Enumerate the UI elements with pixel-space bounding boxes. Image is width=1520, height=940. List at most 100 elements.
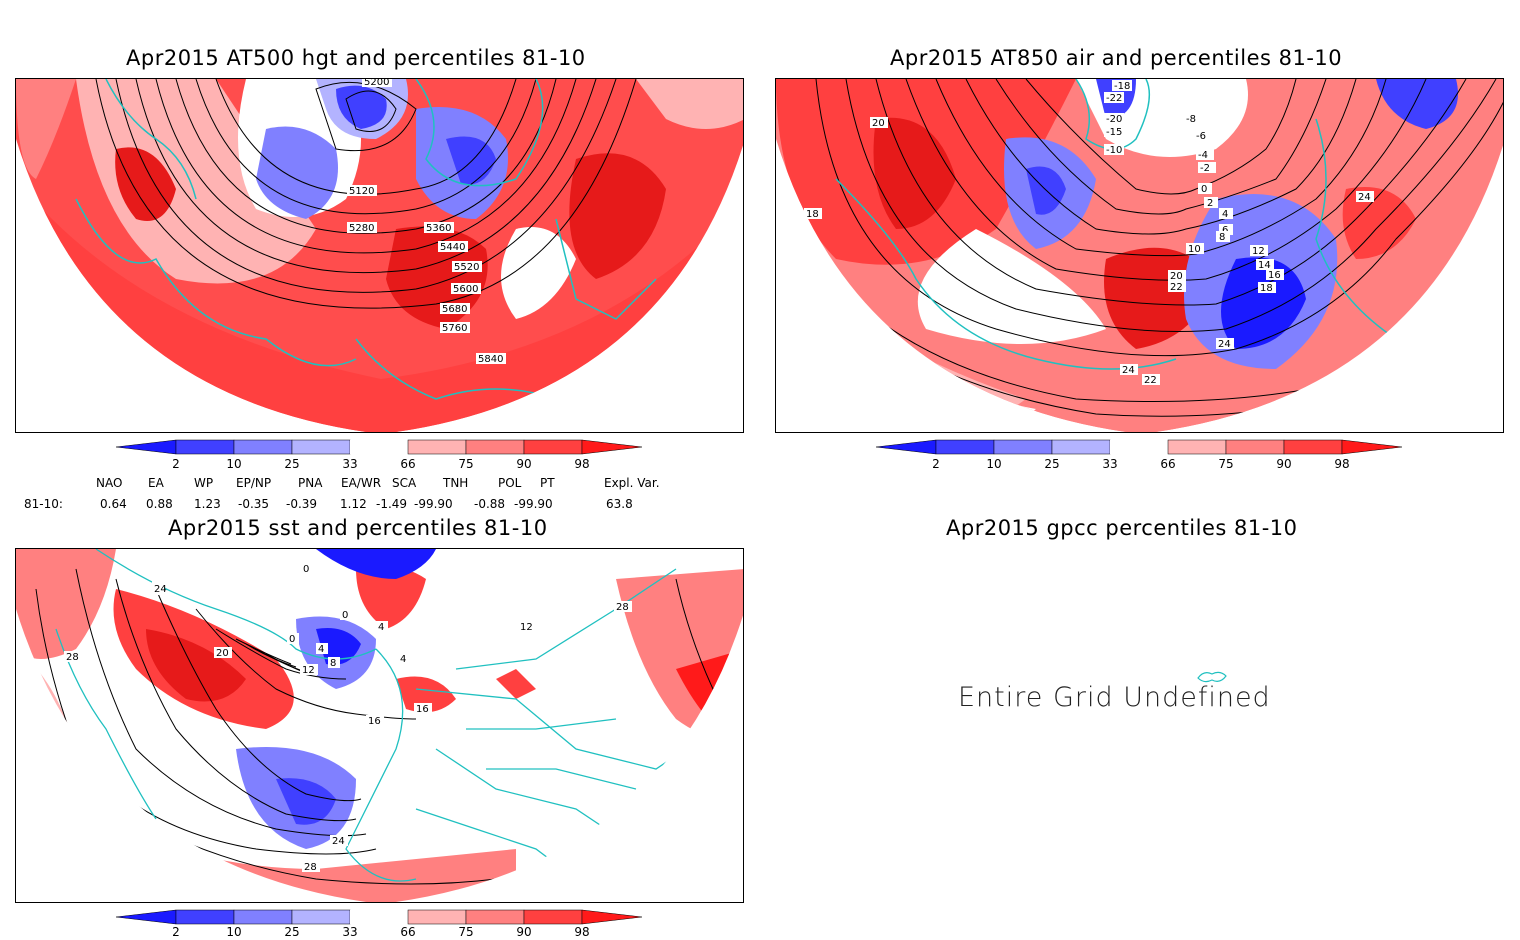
- colorbar-label: 75: [1218, 457, 1234, 471]
- air-contour-label: -6: [1196, 131, 1206, 142]
- colorbar-label: 33: [342, 457, 358, 471]
- air-contour-label: -4: [1198, 150, 1208, 161]
- sst-contour-label: 16: [416, 704, 429, 715]
- sst-contour-label: 28: [66, 652, 79, 663]
- sst-contour-label: 0: [289, 634, 295, 645]
- colorbar-label: 2: [172, 925, 180, 939]
- index-header: Expl. Var.: [604, 476, 660, 490]
- gpcc-panel-title: Apr2015 gpcc percentiles 81-10: [946, 516, 1298, 540]
- index-header: POL: [498, 476, 522, 490]
- index-value: -99.90: [514, 497, 553, 511]
- island-outline-icon: [1197, 671, 1227, 683]
- sst-panel-title: Apr2015 sst and percentiles 81-10: [168, 516, 548, 540]
- colorbar-label: 10: [226, 925, 242, 939]
- index-value: -1.49: [376, 497, 408, 511]
- index-value: 1.23: [194, 497, 221, 511]
- gpcc-undefined-message: Entire Grid Undefined: [958, 682, 1271, 713]
- air-contour-label: 22: [1144, 375, 1157, 386]
- sst-contour-label: 24: [332, 836, 345, 847]
- index-header: EP/NP: [236, 476, 272, 490]
- index-row-label: 81-10:: [24, 497, 63, 511]
- index-value: -99.90: [414, 497, 453, 511]
- air-contour-label: 12: [1252, 246, 1265, 257]
- hgt-contour-label: 5120: [349, 186, 374, 197]
- air-contour-label: 0: [1201, 184, 1207, 195]
- air-contour-label: -10: [1106, 145, 1122, 156]
- colorbar-label: 98: [574, 457, 590, 471]
- colorbar-label: 90: [516, 457, 532, 471]
- air-contour-label: 2: [1207, 198, 1213, 209]
- colorbar-label: 90: [516, 925, 532, 939]
- hgt-contour-label: 5520: [454, 262, 479, 273]
- air-contour-label: 20: [872, 118, 885, 129]
- hgt-contour-label: 5760: [442, 323, 467, 334]
- sst-map: 0 24 0 4 0 4 8 12 20 16 28 4 12 16 28 24…: [15, 548, 744, 903]
- index-value: 0.88: [146, 497, 173, 511]
- air-contour-label: -8: [1186, 114, 1196, 125]
- hgt-contour-label: 5200: [364, 79, 389, 88]
- colorbar-label: 66: [400, 925, 416, 939]
- index-header: SCA: [392, 476, 417, 490]
- sst-contour-label: 28: [616, 602, 629, 613]
- sst-contour-label: 16: [368, 716, 381, 727]
- sst-contour-label: 12: [302, 665, 315, 676]
- colorbar-label: 10: [226, 457, 242, 471]
- air-panel-title: Apr2015 AT850 air and percentiles 81-10: [890, 46, 1343, 70]
- air-contour-label: -2: [1200, 163, 1210, 174]
- hgt-contour-label: 5280: [349, 223, 374, 234]
- sst-contour-label: 4: [378, 622, 384, 633]
- sst-contour-label: 0: [342, 610, 348, 621]
- hgt-contour-label: 5680: [442, 304, 467, 315]
- index-header: PT: [540, 476, 555, 490]
- colorbar-label: 90: [1276, 457, 1292, 471]
- air-map-canvas: -18 -22 -20 -15 -10 -8 -6 -4 -2 0 2 4 6 …: [776, 79, 1503, 432]
- index-header: NAO: [96, 476, 123, 490]
- air-contour-label: -22: [1106, 93, 1122, 104]
- air-contour-label: 22: [1170, 282, 1183, 293]
- hgt-map: 5120 5280 5360 5440 5520 5600 5680 5760 …: [15, 78, 744, 433]
- colorbar-label: 25: [284, 925, 300, 939]
- hgt-contour-label: 5600: [453, 284, 478, 295]
- sst-contour-label: 4: [400, 654, 406, 665]
- colorbar-label: 2: [172, 457, 180, 471]
- air-contour-label: 14: [1258, 260, 1271, 271]
- air-contour-label: 16: [1268, 270, 1281, 281]
- hgt-contour-label: 5440: [440, 242, 465, 253]
- air-colorbar: [876, 439, 1403, 455]
- sst-contour-label: 24: [154, 584, 167, 595]
- hgt-map-canvas: 5120 5280 5360 5440 5520 5600 5680 5760 …: [16, 79, 743, 432]
- colorbar-label: 10: [986, 457, 1002, 471]
- air-contour-label: 6: [1222, 225, 1228, 236]
- index-value: -0.39: [286, 497, 318, 511]
- air-contour-label: -15: [1106, 127, 1122, 138]
- index-header: PNA: [298, 476, 323, 490]
- sst-contour-label: 12: [520, 622, 533, 633]
- colorbar-label: 75: [458, 925, 474, 939]
- sst-contour-label: 28: [304, 862, 317, 873]
- air-contour-label: 8: [1219, 232, 1225, 243]
- air-contour-label: 18: [806, 209, 819, 220]
- sst-contour-label: 20: [216, 648, 229, 659]
- air-contour-label: 24: [1358, 192, 1371, 203]
- hgt-panel-title: Apr2015 AT500 hgt and percentiles 81-10: [126, 46, 586, 70]
- index-header: EA: [148, 476, 164, 490]
- colorbar-label: 98: [1334, 457, 1350, 471]
- index-value: 0.64: [100, 497, 127, 511]
- index-header: EA/WR: [341, 476, 382, 490]
- sst-colorbar: [116, 909, 643, 925]
- colorbar-label: 25: [284, 457, 300, 471]
- colorbar-label: 33: [1102, 457, 1118, 471]
- hgt-contour-label: 5360: [426, 223, 451, 234]
- index-header: TNH: [443, 476, 469, 490]
- air-contour-label: 10: [1188, 244, 1201, 255]
- hgt-contour-label: 5840: [478, 354, 503, 365]
- air-map: -18 -22 -20 -15 -10 -8 -6 -4 -2 0 2 4 6 …: [775, 78, 1504, 433]
- air-contour-label: -20: [1106, 114, 1122, 125]
- colorbar-label: 98: [574, 925, 590, 939]
- hgt-colorbar: [116, 439, 643, 455]
- sst-contour-label: 8: [330, 658, 336, 669]
- air-contour-label: -18: [1114, 81, 1130, 92]
- colorbar-label: 66: [400, 457, 416, 471]
- air-contour-label: 18: [1260, 283, 1273, 294]
- colorbar-label: 75: [458, 457, 474, 471]
